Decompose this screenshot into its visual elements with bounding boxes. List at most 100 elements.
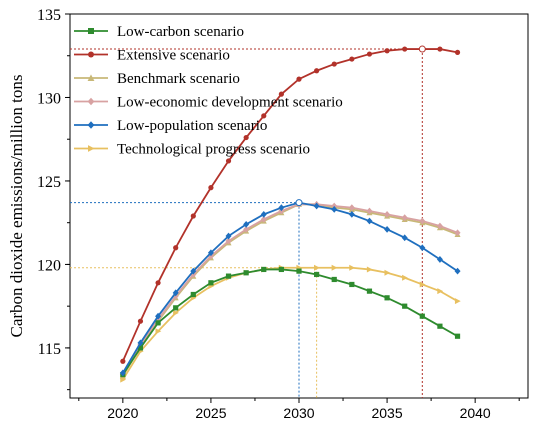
legend-item: Low-carbon scenario <box>74 24 244 40</box>
data-point <box>366 217 373 225</box>
series-1 <box>120 46 461 364</box>
data-point <box>384 210 391 218</box>
legend-marker <box>87 121 95 129</box>
data-point <box>454 267 461 275</box>
series-4 <box>119 199 461 377</box>
data-point <box>384 225 391 233</box>
legend-label: Low-carbon scenario <box>117 24 244 40</box>
x-tick-label: 2040 <box>460 405 491 421</box>
data-point <box>454 333 461 339</box>
data-point <box>349 264 356 271</box>
x-tick-label: 2025 <box>195 405 226 421</box>
data-point <box>190 267 197 275</box>
data-point <box>173 305 179 311</box>
series-2 <box>119 201 461 379</box>
data-point <box>155 328 162 335</box>
data-point <box>437 46 443 52</box>
data-point <box>225 273 232 279</box>
data-point <box>454 298 461 305</box>
legend-item: Low-population scenario <box>74 118 267 134</box>
data-point <box>172 289 179 297</box>
peak-marker <box>418 45 426 53</box>
data-point <box>349 56 355 62</box>
data-point <box>348 210 355 218</box>
data-point <box>137 318 144 324</box>
data-point <box>173 245 179 251</box>
y-axis-title: Carbon dioxide emissions/million tons <box>7 74 26 337</box>
legend-item: Extensive scenario <box>74 48 230 64</box>
data-point <box>260 215 267 223</box>
data-point <box>419 217 426 225</box>
series-line <box>122 203 458 376</box>
data-point <box>419 313 425 319</box>
data-point <box>207 249 214 257</box>
data-point <box>348 204 355 212</box>
y-tick-label: 130 <box>37 90 61 107</box>
data-point <box>402 46 408 52</box>
data-point <box>173 309 179 316</box>
data-point <box>120 376 127 383</box>
series-line <box>122 48 458 362</box>
data-point <box>208 280 214 286</box>
legend-marker <box>88 28 94 34</box>
data-point <box>243 220 250 228</box>
data-point <box>261 266 267 273</box>
data-point <box>120 358 126 364</box>
data-point <box>314 271 320 278</box>
legend-label: Low-population scenario <box>117 118 267 134</box>
x-tick-label: 2020 <box>107 405 138 421</box>
legend-item: Technological progress scenario <box>74 142 310 158</box>
y-tick-label: 125 <box>37 174 61 191</box>
legend-marker <box>88 51 94 58</box>
data-point <box>278 204 285 212</box>
data-point <box>296 76 302 82</box>
legend-label: Benchmark scenario <box>117 71 240 87</box>
data-point <box>313 202 320 210</box>
data-point <box>243 134 249 141</box>
data-point <box>119 369 126 377</box>
legend-marker <box>87 97 95 106</box>
legend-label: Low-economic development scenario <box>117 95 343 111</box>
legend-item: Low-economic development scenario <box>74 95 343 111</box>
data-point <box>401 234 408 242</box>
data-point <box>402 274 408 281</box>
data-point <box>260 210 267 218</box>
data-point <box>137 339 144 347</box>
data-point <box>296 268 302 274</box>
y-tick-label: 120 <box>37 257 61 274</box>
data-point <box>366 266 373 273</box>
data-point <box>190 213 196 219</box>
data-point <box>366 288 373 294</box>
data-point <box>437 323 443 329</box>
data-point <box>314 68 320 74</box>
data-point <box>243 270 249 276</box>
series-5 <box>120 264 461 383</box>
data-point <box>366 51 373 57</box>
data-point <box>243 225 250 233</box>
data-point <box>137 345 144 351</box>
y-tick-label: 135 <box>37 7 61 24</box>
data-point <box>155 312 162 320</box>
data-point <box>454 229 461 237</box>
peak-marker <box>295 199 303 207</box>
data-point <box>384 295 390 301</box>
data-point <box>278 91 284 97</box>
data-point <box>419 281 426 288</box>
data-point <box>331 205 338 213</box>
data-point <box>261 113 267 119</box>
data-point <box>208 185 214 191</box>
data-point <box>331 61 337 67</box>
data-point <box>454 49 461 56</box>
data-point <box>384 269 391 276</box>
data-point <box>225 232 232 240</box>
data-point <box>155 320 161 326</box>
series-0 <box>120 266 461 378</box>
data-point <box>225 237 232 245</box>
series-line <box>122 203 458 377</box>
legend: Low-carbon scenario Extensive scenario Ben… <box>74 24 343 158</box>
data-point <box>155 280 161 286</box>
data-point <box>366 207 373 215</box>
legend-marker <box>88 145 95 152</box>
data-point <box>190 291 196 298</box>
series-line <box>122 201 459 374</box>
